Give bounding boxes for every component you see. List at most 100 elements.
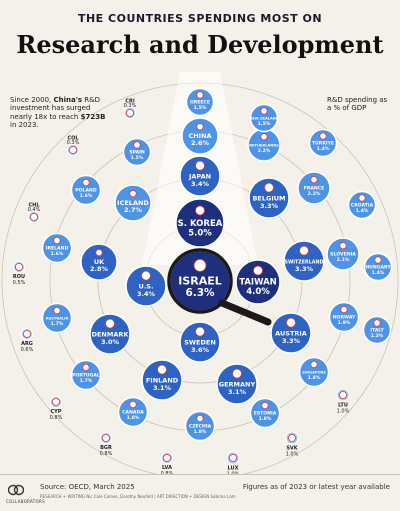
bubble-mark <box>328 301 360 333</box>
flag-icon <box>129 400 137 409</box>
chart-supertitle: THE COUNTRIES SPENDING MOST ON <box>77 12 323 25</box>
bubble-mark <box>41 302 73 334</box>
flag-icon <box>260 133 268 141</box>
flag-icon <box>310 176 318 184</box>
flag-icon <box>15 263 23 271</box>
country-name: TAIWAN <box>239 278 277 288</box>
flag-icon <box>310 360 318 369</box>
country-value: 1.6% <box>80 193 93 199</box>
country-name: CANADA <box>122 409 144 415</box>
country-value: 3.6% <box>191 346 210 354</box>
flag-icon <box>163 454 171 462</box>
flag-icon <box>299 245 309 256</box>
country-value: 0.5% <box>13 280 26 286</box>
country-value: 0.8% <box>50 415 63 421</box>
country-value: 0.8% <box>100 451 113 457</box>
flag-icon <box>141 270 151 281</box>
country-value: 0.8% <box>161 471 174 474</box>
country-name: SVK <box>286 446 298 452</box>
country-name: COL <box>67 136 79 142</box>
flag-icon <box>129 190 137 198</box>
flag-icon <box>30 213 38 221</box>
bubble-lux: LUX1.0% <box>226 451 240 474</box>
china-note-bold-1: China's <box>53 96 83 104</box>
bubble-mark <box>125 265 167 307</box>
bubble-mark <box>89 313 131 355</box>
country-value: 1.7% <box>51 321 64 327</box>
flag-icon <box>339 391 347 399</box>
country-name: PORTUGAL <box>72 372 100 378</box>
country-value: 3.3% <box>282 337 301 345</box>
country-name: CROATIA <box>351 202 374 208</box>
footer: COLLABORATORS Source: OECD, March 2025 R… <box>0 474 400 511</box>
china-note-bold-2: $723B <box>80 112 106 121</box>
flag-icon <box>286 317 296 328</box>
flag-icon <box>126 109 134 117</box>
country-name: ESTONIA <box>254 410 277 416</box>
bubble-mark <box>347 190 377 220</box>
flag-icon <box>196 123 204 131</box>
country-name: NEW ZEALAND <box>249 116 279 120</box>
bubble-mark <box>283 240 325 282</box>
flag-icon <box>52 398 60 406</box>
flag-icon <box>260 107 268 115</box>
country-name: AUSTRALIA <box>46 316 69 320</box>
country-value: 4.0% <box>246 287 270 297</box>
country-name: SLOVENIA <box>330 252 356 258</box>
country-name: FRANCE <box>304 186 325 192</box>
flag-icon <box>102 434 110 442</box>
country-name: ISRAEL <box>178 275 222 288</box>
bubble-mark <box>179 155 221 197</box>
country-value: 1.4% <box>356 208 369 214</box>
country-name: NORWAY <box>333 314 356 320</box>
bubble-mark <box>362 315 392 345</box>
country-value: 1.5% <box>194 105 207 111</box>
country-name: JAPAN <box>188 172 211 180</box>
country-value: 2.2% <box>308 191 321 197</box>
country-value: 2.6% <box>191 139 210 147</box>
bubble-mark <box>41 232 73 264</box>
bubble-mark <box>248 177 290 219</box>
bubble-mark <box>270 312 312 354</box>
source-text: Source: OECD, March 2025 <box>40 483 135 491</box>
country-name: POLAND <box>75 187 97 193</box>
country-name: TÜRKIYE <box>312 139 334 146</box>
country-value: 1.4% <box>372 270 385 276</box>
flag-icon <box>229 454 237 462</box>
country-name: GREECE <box>190 99 210 105</box>
country-value: 1.5% <box>258 121 271 127</box>
flag-icon <box>196 414 204 423</box>
bubble-mark <box>179 321 221 363</box>
country-name: CZECHIA <box>189 423 212 429</box>
flag-icon <box>373 319 381 327</box>
country-name: LTU <box>338 403 348 409</box>
country-value: 5.0% <box>188 228 212 238</box>
flag-icon <box>261 401 269 410</box>
china-note-text-3: in 2023. <box>10 121 39 130</box>
bubble-mark <box>184 410 216 442</box>
country-value: 1.9% <box>338 320 351 326</box>
flag-icon <box>319 132 327 140</box>
